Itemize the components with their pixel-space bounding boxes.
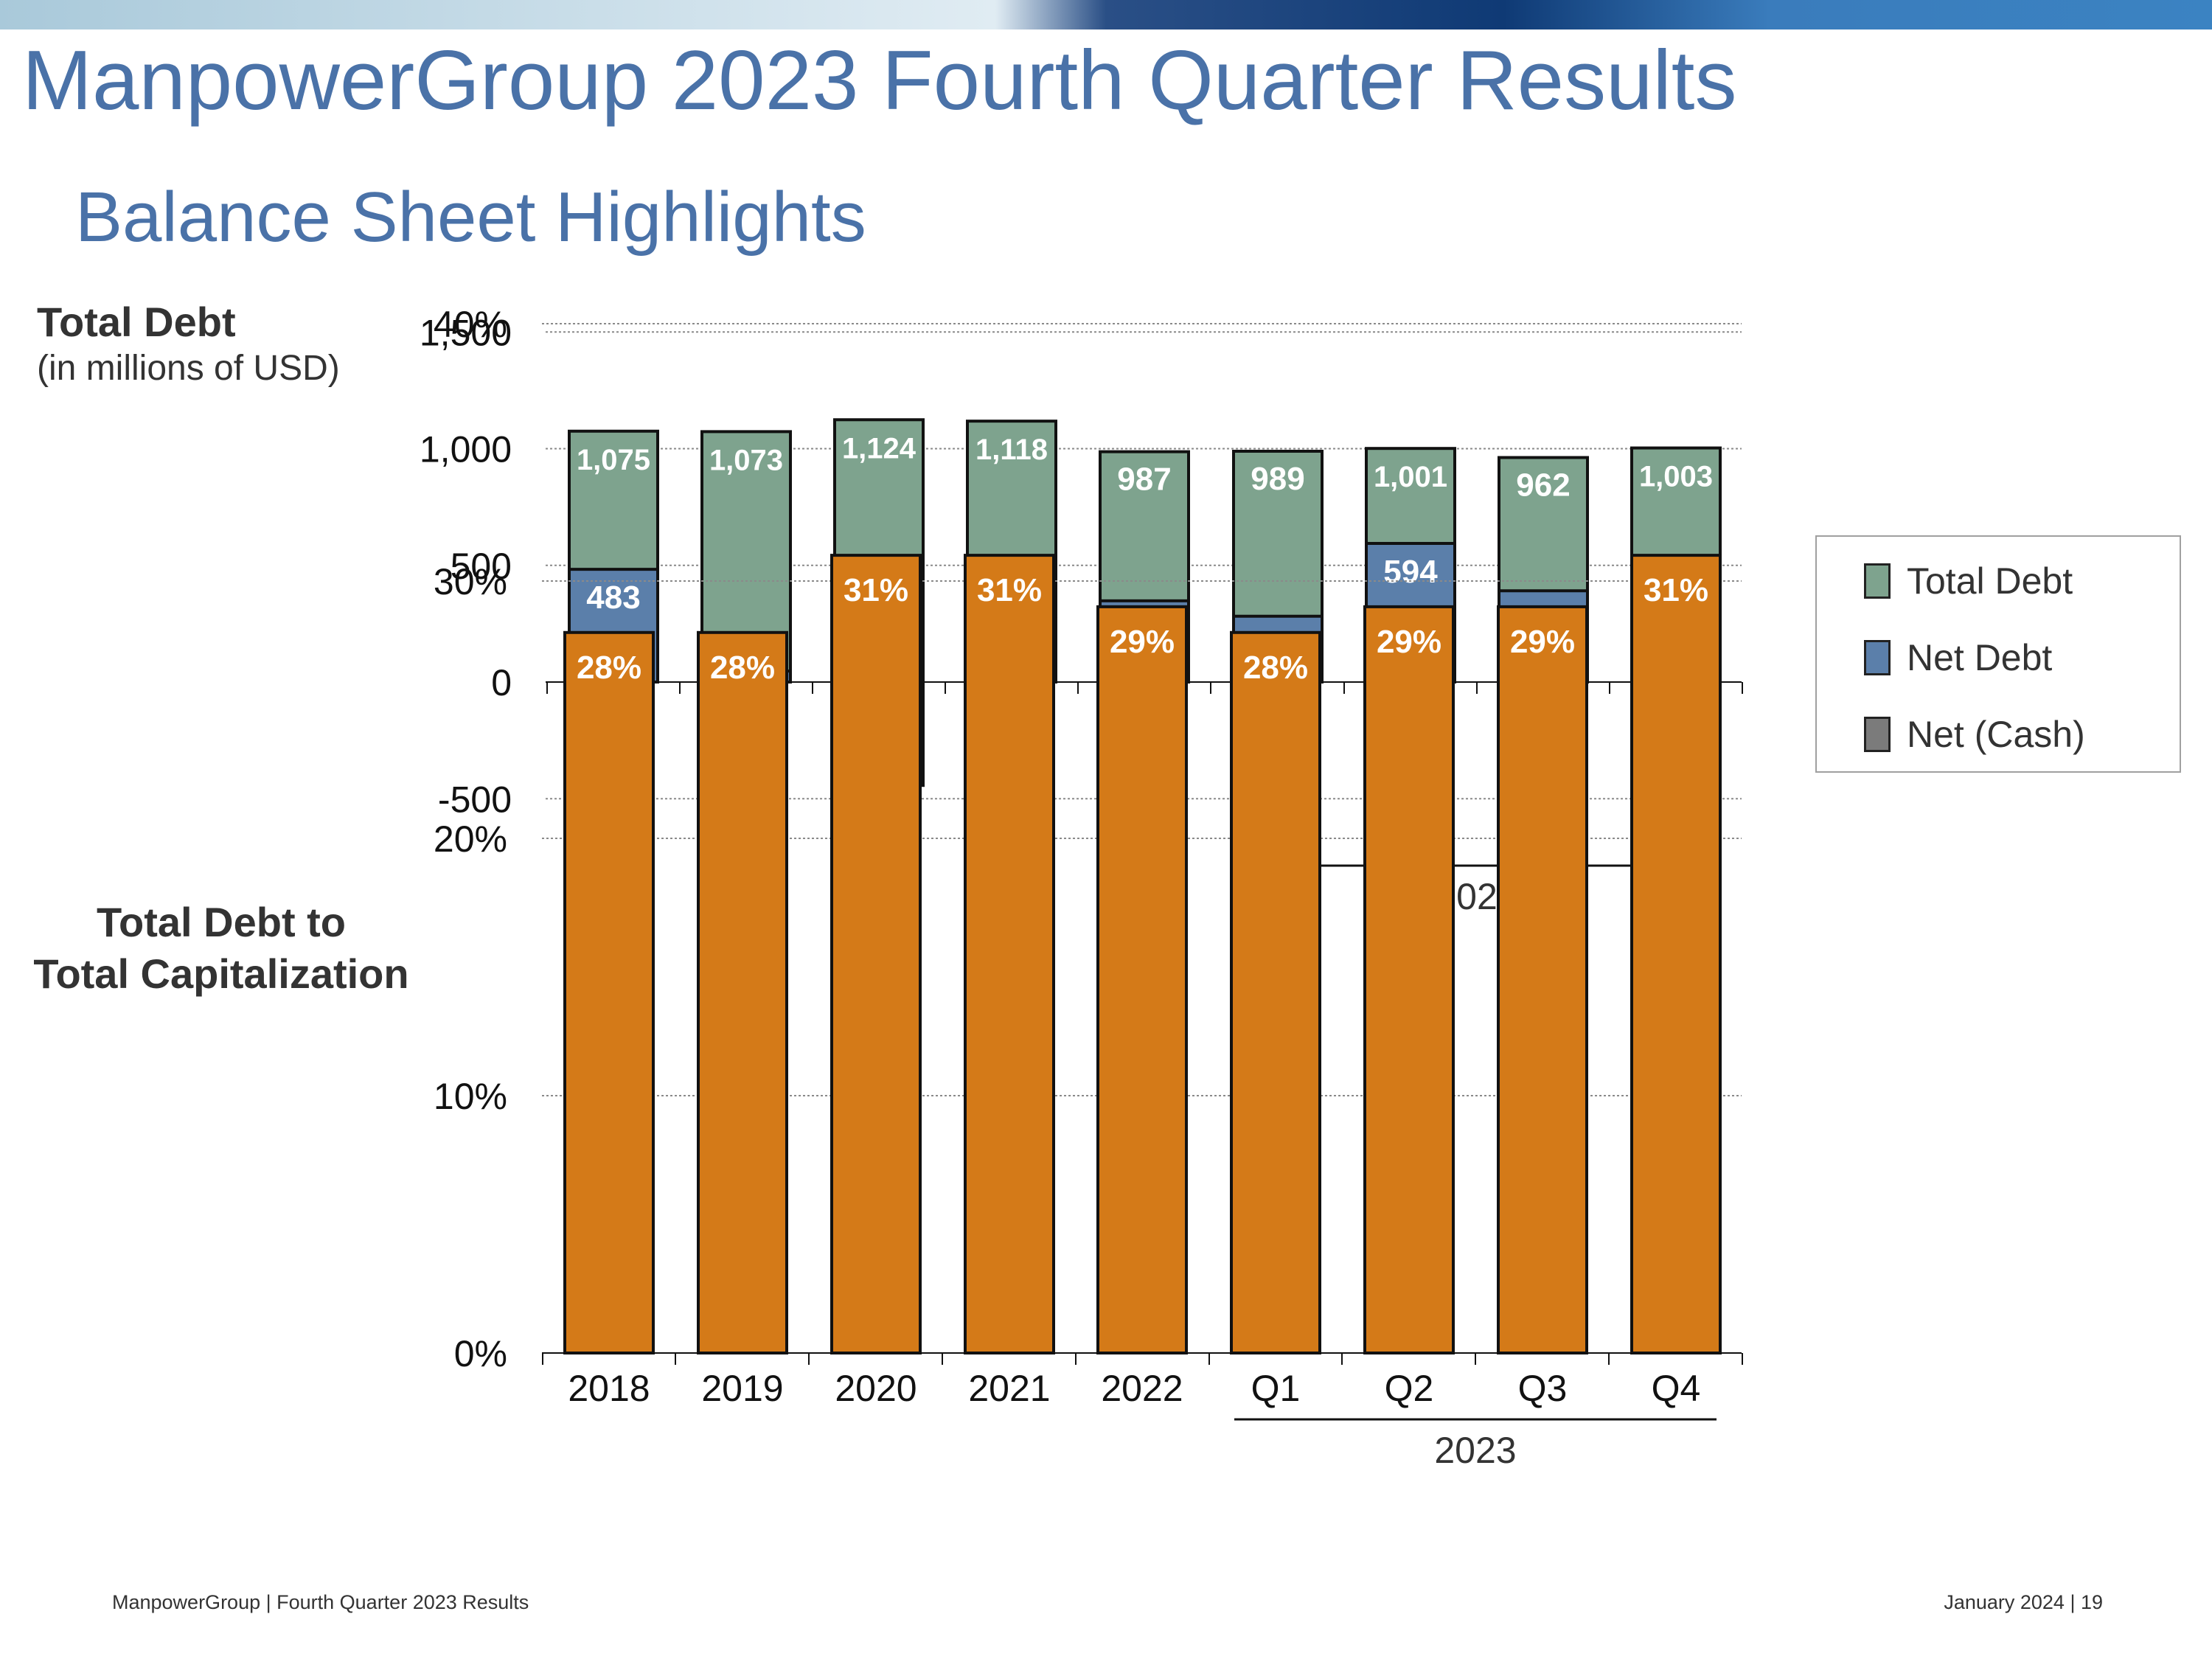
- total-debt-chart-unit: (in millions of USD): [37, 349, 340, 388]
- capitalization-label-q2: 29%: [1377, 624, 1441, 660]
- top-decorative-banner: [0, 0, 2212, 29]
- capitalization-bar-q4: [1630, 554, 1722, 1354]
- capitalization-bar-2019: [697, 630, 788, 1354]
- total-debt-label-q3: 962: [1516, 467, 1570, 504]
- capitalization-label-q3: 29%: [1510, 624, 1575, 660]
- legend-label-total-debt: Total Debt: [1907, 560, 2073, 602]
- capitalization-bar-2018: [563, 630, 655, 1354]
- total-debt-legend: Total Debt Net Debt Net (Cash): [1815, 535, 2181, 773]
- capitalization-label-2020: 31%: [844, 572, 908, 608]
- footer-right: January 2024 | 19: [1944, 1591, 2103, 1613]
- legend-swatch-total-debt: [1864, 563, 1891, 599]
- capitalization-label-2018: 28%: [577, 650, 641, 686]
- total-debt-label-q1: 989: [1251, 461, 1304, 497]
- legend-swatch-net-debt: [1864, 640, 1891, 675]
- ytick-label-0: 0: [491, 662, 512, 703]
- capitalization-title-line2: Total Capitalization: [33, 950, 409, 997]
- total-debt-label-q2: 1,001: [1374, 461, 1447, 493]
- page-subtitle: Balance Sheet Highlights: [75, 178, 866, 257]
- total-debt-label-2020: 1,124: [842, 432, 917, 465]
- ytick-label-20-: 20%: [434, 818, 507, 860]
- capitalization-bar-2021: [964, 554, 1055, 1354]
- total-debt-chart-title: Total Debt: [37, 299, 236, 345]
- total-debt-label-2018: 1,075: [577, 444, 650, 476]
- total-debt-label-q4: 1,003: [1639, 461, 1713, 493]
- capitalization-bar-q2: [1363, 605, 1455, 1354]
- capitalization-bar-q1: [1230, 630, 1321, 1354]
- total-debt-label-2022: 987: [1117, 462, 1171, 498]
- x-label-2022: 2022: [1101, 1368, 1183, 1409]
- capitalization-label-q1: 28%: [1243, 650, 1308, 686]
- total-debt-label-2019: 1,073: [709, 444, 783, 476]
- capitalization-chart-title: Total Debt to Total Capitalization: [22, 897, 420, 1000]
- group-label-2023: 2023: [1434, 1430, 1516, 1471]
- capitalization-bar-2020: [830, 554, 922, 1354]
- ytick-label-10-: 10%: [434, 1076, 507, 1117]
- capitalization-title-line1: Total Debt to: [96, 899, 347, 945]
- ytick-label-1-500: 1,500: [420, 312, 512, 353]
- x-label-2020: 2020: [835, 1368, 917, 1409]
- capitalization-label-2022: 29%: [1110, 624, 1175, 660]
- legend-label-net-debt: Net Debt: [1907, 637, 2053, 678]
- legend-label-net-cash: Net (Cash): [1907, 714, 2085, 755]
- legend-item-net-debt: Net Debt: [1864, 636, 2052, 680]
- ytick-label-500: 500: [451, 546, 512, 587]
- footer-left: ManpowerGroup | Fourth Quarter 2023 Resu…: [112, 1591, 529, 1613]
- ytick-label--500: -500: [438, 779, 512, 820]
- legend-item-total-debt: Total Debt: [1864, 559, 2073, 603]
- capitalization-chart: 40% 30% 20% 10% 0% 28% 2018 28% 2019 31% 2020 31% 20…: [434, 304, 1743, 1471]
- capitalization-label-2021: 31%: [977, 572, 1042, 608]
- capitalization-label-q4: 31%: [1644, 572, 1708, 608]
- capitalization-bar-q3: [1497, 605, 1588, 1354]
- x-label-2021: 2021: [968, 1368, 1050, 1409]
- ytick-label-40-: 40%: [434, 304, 507, 345]
- page-title: ManpowerGroup 2023 Fourth Quarter Result…: [22, 34, 1737, 128]
- capitalization-bar-2022: [1096, 605, 1188, 1354]
- legend-swatch-net-cash: [1864, 717, 1891, 752]
- x-label-2018: 2018: [568, 1368, 650, 1409]
- ytick-label-30-: 30%: [434, 561, 507, 602]
- ytick-label-1-000: 1,000: [420, 429, 512, 470]
- legend-item-net-cash: Net (Cash): [1864, 712, 2085, 757]
- x-label-q3: Q3: [1518, 1368, 1568, 1409]
- x-label-q4: Q4: [1652, 1368, 1701, 1409]
- capitalization-label-2019: 28%: [710, 650, 775, 686]
- total-debt-label-2021: 1,118: [975, 434, 1048, 466]
- x-label-q2: Q2: [1385, 1368, 1434, 1409]
- x-label-2019: 2019: [701, 1368, 783, 1409]
- net-debt-label-2018: 483: [586, 580, 640, 616]
- net-debt-label-q2: 594: [1383, 554, 1438, 590]
- x-label-q1: Q1: [1251, 1368, 1301, 1409]
- ytick-label-0-: 0%: [454, 1333, 507, 1374]
